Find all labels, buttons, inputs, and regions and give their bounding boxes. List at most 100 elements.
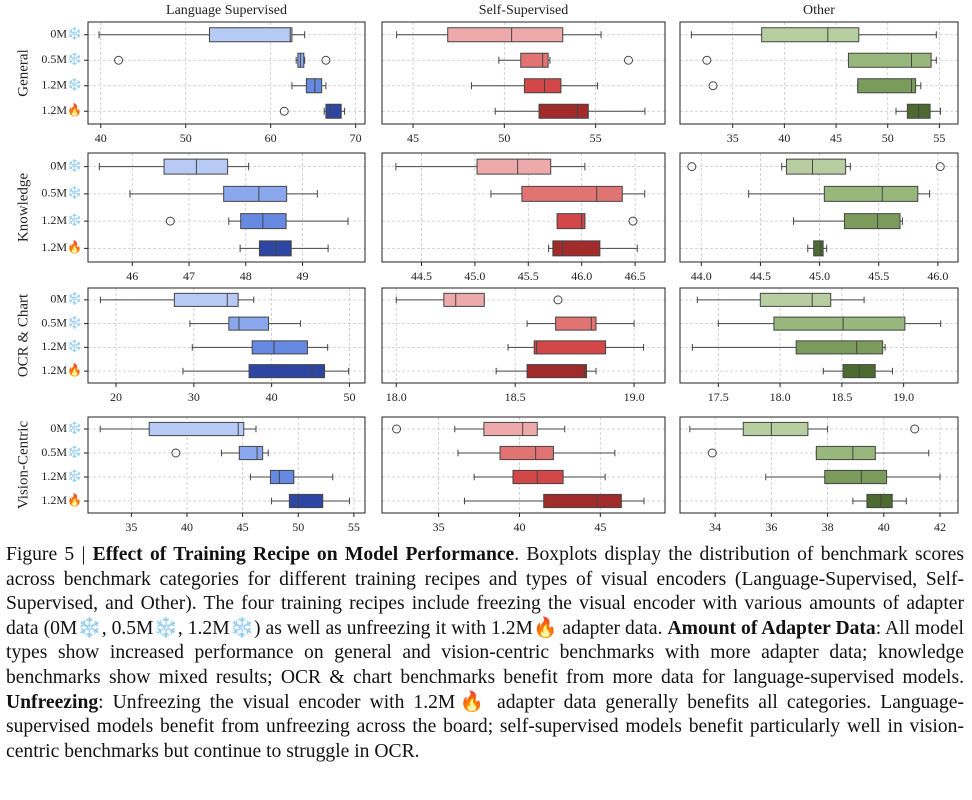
x-tick-label: 46.5 bbox=[625, 269, 646, 283]
box bbox=[476, 158, 552, 175]
box bbox=[520, 52, 549, 68]
outlier bbox=[392, 424, 402, 434]
x-tick-label: 55 bbox=[590, 131, 602, 145]
x-tick-label: 40 bbox=[878, 520, 890, 534]
x-tick-label: 45 bbox=[407, 131, 419, 145]
x-tick-label: 45 bbox=[594, 520, 606, 534]
plot-frame bbox=[679, 21, 959, 125]
box bbox=[521, 185, 623, 202]
x-tick-label: 50 bbox=[343, 390, 355, 404]
x-tick-label: 20 bbox=[110, 390, 122, 404]
caption-title: Effect of Training Recipe on Model Perfo… bbox=[92, 544, 515, 565]
x-tick-label: 45.0 bbox=[464, 269, 485, 283]
box bbox=[325, 103, 342, 119]
outlier bbox=[279, 106, 289, 116]
x-tick-label: 35 bbox=[727, 131, 739, 145]
x-tick-label: 45 bbox=[830, 131, 842, 145]
box bbox=[552, 240, 601, 257]
x-tick-label: 45.5 bbox=[518, 269, 539, 283]
x-tick-label: 44.0 bbox=[691, 269, 712, 283]
plot-frame bbox=[679, 152, 959, 263]
outlier bbox=[910, 424, 920, 434]
x-tick-label: 50 bbox=[882, 131, 894, 145]
x-tick-label: 48 bbox=[240, 269, 252, 283]
x-tick-label: 47 bbox=[183, 269, 195, 283]
box bbox=[533, 340, 607, 355]
y-tick-label: 0.5M❄️ bbox=[41, 52, 82, 66]
y-axis-label: General bbox=[15, 49, 31, 96]
plot-frame bbox=[381, 287, 666, 384]
box bbox=[556, 213, 586, 230]
box bbox=[815, 445, 876, 461]
x-tick-label: 50 bbox=[180, 131, 192, 145]
x-tick-label: 60 bbox=[265, 131, 277, 145]
box bbox=[148, 421, 245, 437]
x-tick-label: 30 bbox=[188, 390, 200, 404]
box bbox=[795, 340, 884, 355]
box bbox=[843, 213, 901, 230]
x-tick-label: 70 bbox=[350, 131, 362, 145]
x-tick-label: 35 bbox=[125, 520, 137, 534]
x-tick-label: 18.0 bbox=[386, 390, 407, 404]
x-tick-label: 40 bbox=[95, 131, 107, 145]
panel-title: Other bbox=[803, 3, 835, 18]
box bbox=[813, 240, 824, 257]
box bbox=[499, 445, 554, 461]
caption-label: Figure 5 | bbox=[6, 544, 86, 565]
x-tick-label: 46.0 bbox=[571, 269, 592, 283]
y-axis-label: OCR & Chart bbox=[15, 293, 31, 377]
x-tick-label: 18.0 bbox=[770, 390, 791, 404]
x-tick-label: 45 bbox=[237, 520, 249, 534]
box bbox=[223, 185, 288, 202]
x-tick-label: 49 bbox=[297, 269, 309, 283]
caption-text: . Boxplots display the distribution of b… bbox=[6, 544, 964, 639]
y-tick-label: 0M❄️ bbox=[50, 27, 82, 41]
plot-frame bbox=[381, 416, 666, 514]
box bbox=[240, 213, 287, 230]
outlier bbox=[687, 162, 697, 172]
box bbox=[785, 158, 847, 175]
y-tick-label: 1.2M🔥 bbox=[41, 240, 82, 254]
x-tick-label: 55 bbox=[933, 131, 945, 145]
caption-heading: Amount of Adapter Data bbox=[667, 617, 876, 639]
y-axis-label: Knowledge bbox=[15, 173, 31, 242]
box bbox=[512, 469, 564, 485]
box bbox=[526, 364, 588, 379]
plot-frame bbox=[87, 152, 366, 263]
x-tick-label: 36 bbox=[765, 520, 777, 534]
box bbox=[248, 364, 326, 379]
x-tick-label: 46 bbox=[126, 269, 138, 283]
figure: 40 50 60 70 0M❄️ 0.5M❄️ 1.2M❄️ 1.2M🔥 Language Su… bbox=[15, 3, 959, 534]
x-tick-label: 55 bbox=[348, 520, 360, 534]
box bbox=[538, 103, 589, 119]
caption-heading: Unfreezing bbox=[6, 691, 99, 713]
x-tick-label: 45.5 bbox=[868, 269, 889, 283]
plot-frame bbox=[381, 152, 666, 263]
x-tick-label: 50 bbox=[498, 131, 510, 145]
caption-text: : Unfreezing the visual encoder with 1.2… bbox=[6, 691, 964, 762]
plot-frame bbox=[87, 287, 366, 384]
x-tick-label: 40 bbox=[778, 131, 790, 145]
box bbox=[823, 185, 919, 202]
x-tick-label: 18.5 bbox=[505, 390, 526, 404]
x-tick-label: 34 bbox=[709, 520, 721, 534]
box bbox=[543, 493, 622, 509]
outlier bbox=[628, 216, 638, 226]
plot-frame bbox=[87, 416, 366, 514]
box bbox=[305, 78, 323, 94]
y-tick-label: 1.2M❄️ bbox=[41, 78, 82, 92]
box bbox=[555, 316, 597, 331]
x-tick-label: 44.5 bbox=[750, 269, 771, 283]
outlier bbox=[623, 55, 633, 65]
x-tick-label: 19.0 bbox=[893, 390, 914, 404]
x-tick-label: 46.0 bbox=[927, 269, 948, 283]
box bbox=[288, 493, 324, 509]
box bbox=[228, 316, 270, 331]
panel-title: Self-Supervised bbox=[479, 3, 568, 18]
y-tick-label: 0M❄️ bbox=[50, 158, 82, 172]
box bbox=[847, 52, 932, 68]
y-tick-label: 1.2M🔥 bbox=[41, 363, 82, 377]
box bbox=[443, 292, 485, 307]
plot-frame bbox=[381, 21, 666, 125]
